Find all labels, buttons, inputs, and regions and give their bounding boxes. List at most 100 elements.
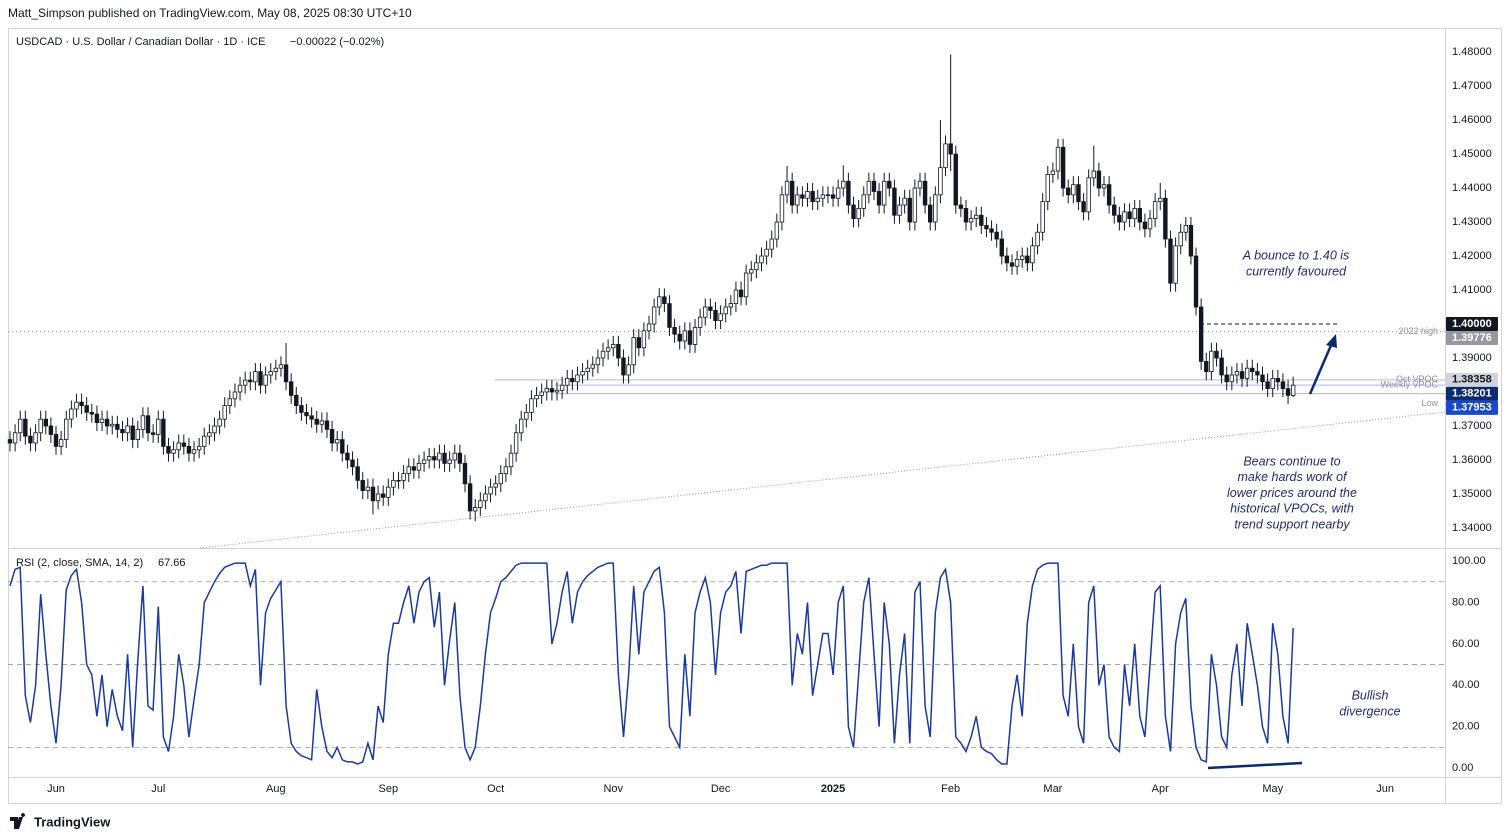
candle-body: [1117, 214, 1122, 223]
candle-body: [759, 255, 764, 264]
candle-body: [345, 452, 350, 461]
change-legend: −0.00022 (−0.02%): [290, 36, 384, 48]
candle-body: [156, 418, 161, 435]
candle-body: [667, 303, 672, 328]
candle-body: [672, 327, 677, 335]
candle-body: [411, 466, 417, 471]
candle-body: [1091, 170, 1096, 179]
candle-body: [902, 197, 907, 206]
candle-body: [948, 143, 953, 155]
candle-body: [943, 143, 948, 169]
x-tick-label: Jul: [151, 783, 165, 795]
candle-body: [708, 306, 713, 311]
candle-body: [232, 391, 238, 400]
candle-body: [161, 418, 166, 447]
candle-body: [927, 204, 933, 223]
candle-body: [933, 194, 938, 223]
candle-body: [1250, 367, 1255, 372]
candle-body: [498, 473, 503, 485]
candle-body: [1101, 184, 1107, 189]
frame: [8, 28, 1502, 804]
candle-body: [1030, 245, 1035, 264]
rsi-tick-label: 20.00: [1452, 721, 1480, 733]
divergence-line: [1207, 761, 1303, 770]
y-tick-label: 1.36000: [1452, 454, 1492, 466]
candle-body: [866, 180, 872, 196]
candle-body: [324, 420, 330, 430]
candle-body: [391, 479, 396, 488]
candle-body: [1265, 381, 1270, 389]
candle-body: [984, 225, 989, 230]
candle-body: [104, 418, 110, 427]
plot-area: Jun Jul Aug Sep Oct Nov Dec 2025 Feb Mar Apr May Jun…: [7, 46, 1498, 795]
candle-body: [1014, 259, 1020, 267]
candle-body: [641, 330, 647, 349]
candle-body: [1020, 255, 1025, 260]
annotation: Bears continue to: [1243, 454, 1340, 468]
candle-body: [692, 327, 698, 345]
candle-body: [115, 423, 120, 430]
candle-body: [764, 248, 769, 257]
candle-body: [1106, 184, 1112, 206]
candle-body: [334, 439, 340, 444]
candle-body: [1193, 255, 1199, 308]
candle-body: [1290, 384, 1296, 396]
candle-body: [1066, 187, 1071, 196]
x-tick-label: Aug: [266, 783, 286, 795]
candle-body: [120, 428, 125, 434]
candle-body: [1122, 211, 1127, 223]
candle-body: [48, 425, 54, 435]
logo-text: TradingView: [34, 814, 111, 829]
candle-body: [396, 479, 401, 482]
y-tick-label: 1.42000: [1452, 250, 1492, 262]
candle-body: [912, 187, 918, 223]
candle-body: [1229, 374, 1235, 383]
candle-body: [1183, 225, 1189, 233]
candle-body: [1040, 201, 1045, 233]
x-tick-label: 2025: [821, 783, 845, 795]
candle-body: [605, 347, 611, 352]
candle-body: [713, 310, 718, 322]
candle-body: [166, 445, 171, 454]
candle-body: [1045, 174, 1050, 203]
publish-info: Matt_Simpson published on TradingView.co…: [8, 6, 412, 20]
candle-body: [478, 500, 483, 508]
candle-body: [18, 418, 23, 434]
rsi-tick-label: 60.00: [1452, 638, 1480, 650]
price-label-box: [1446, 372, 1498, 387]
candle-body: [360, 479, 365, 491]
rsi-line: [9, 562, 1294, 765]
candle-body: [723, 306, 728, 315]
candle-body: [140, 415, 146, 430]
candle-body: [1147, 218, 1153, 230]
candle-body: [1178, 231, 1183, 247]
level-name: Oct VPOC: [1396, 374, 1439, 384]
candle-body: [815, 197, 820, 203]
candle-body: [125, 425, 130, 434]
candle-body: [43, 418, 48, 427]
candle-body: [370, 486, 376, 502]
candle-body: [94, 413, 100, 423]
candle-body: [135, 428, 141, 440]
candle-body: [84, 405, 89, 413]
candle-body: [784, 180, 790, 196]
candle-body: [554, 389, 560, 393]
candle-body: [222, 405, 227, 420]
candle-body: [1132, 208, 1137, 220]
candle-body: [651, 306, 657, 325]
x-tick-label: Apr: [1152, 783, 1169, 795]
y-tick-label: 1.46000: [1452, 114, 1492, 126]
y-tick-label: 1.43000: [1452, 216, 1492, 228]
candle-body: [268, 371, 273, 376]
x-tick-label: Dec: [711, 783, 731, 795]
candle-body: [248, 379, 253, 383]
candle-body: [534, 394, 539, 400]
candle-body: [611, 344, 616, 349]
candle-body: [779, 194, 785, 223]
x-tick-label: May: [1262, 783, 1283, 795]
candle-body: [1004, 255, 1010, 264]
annotation: trend support nearby: [1234, 517, 1350, 531]
candle-body: [657, 296, 662, 308]
annotation: currently favoured: [1246, 264, 1347, 278]
